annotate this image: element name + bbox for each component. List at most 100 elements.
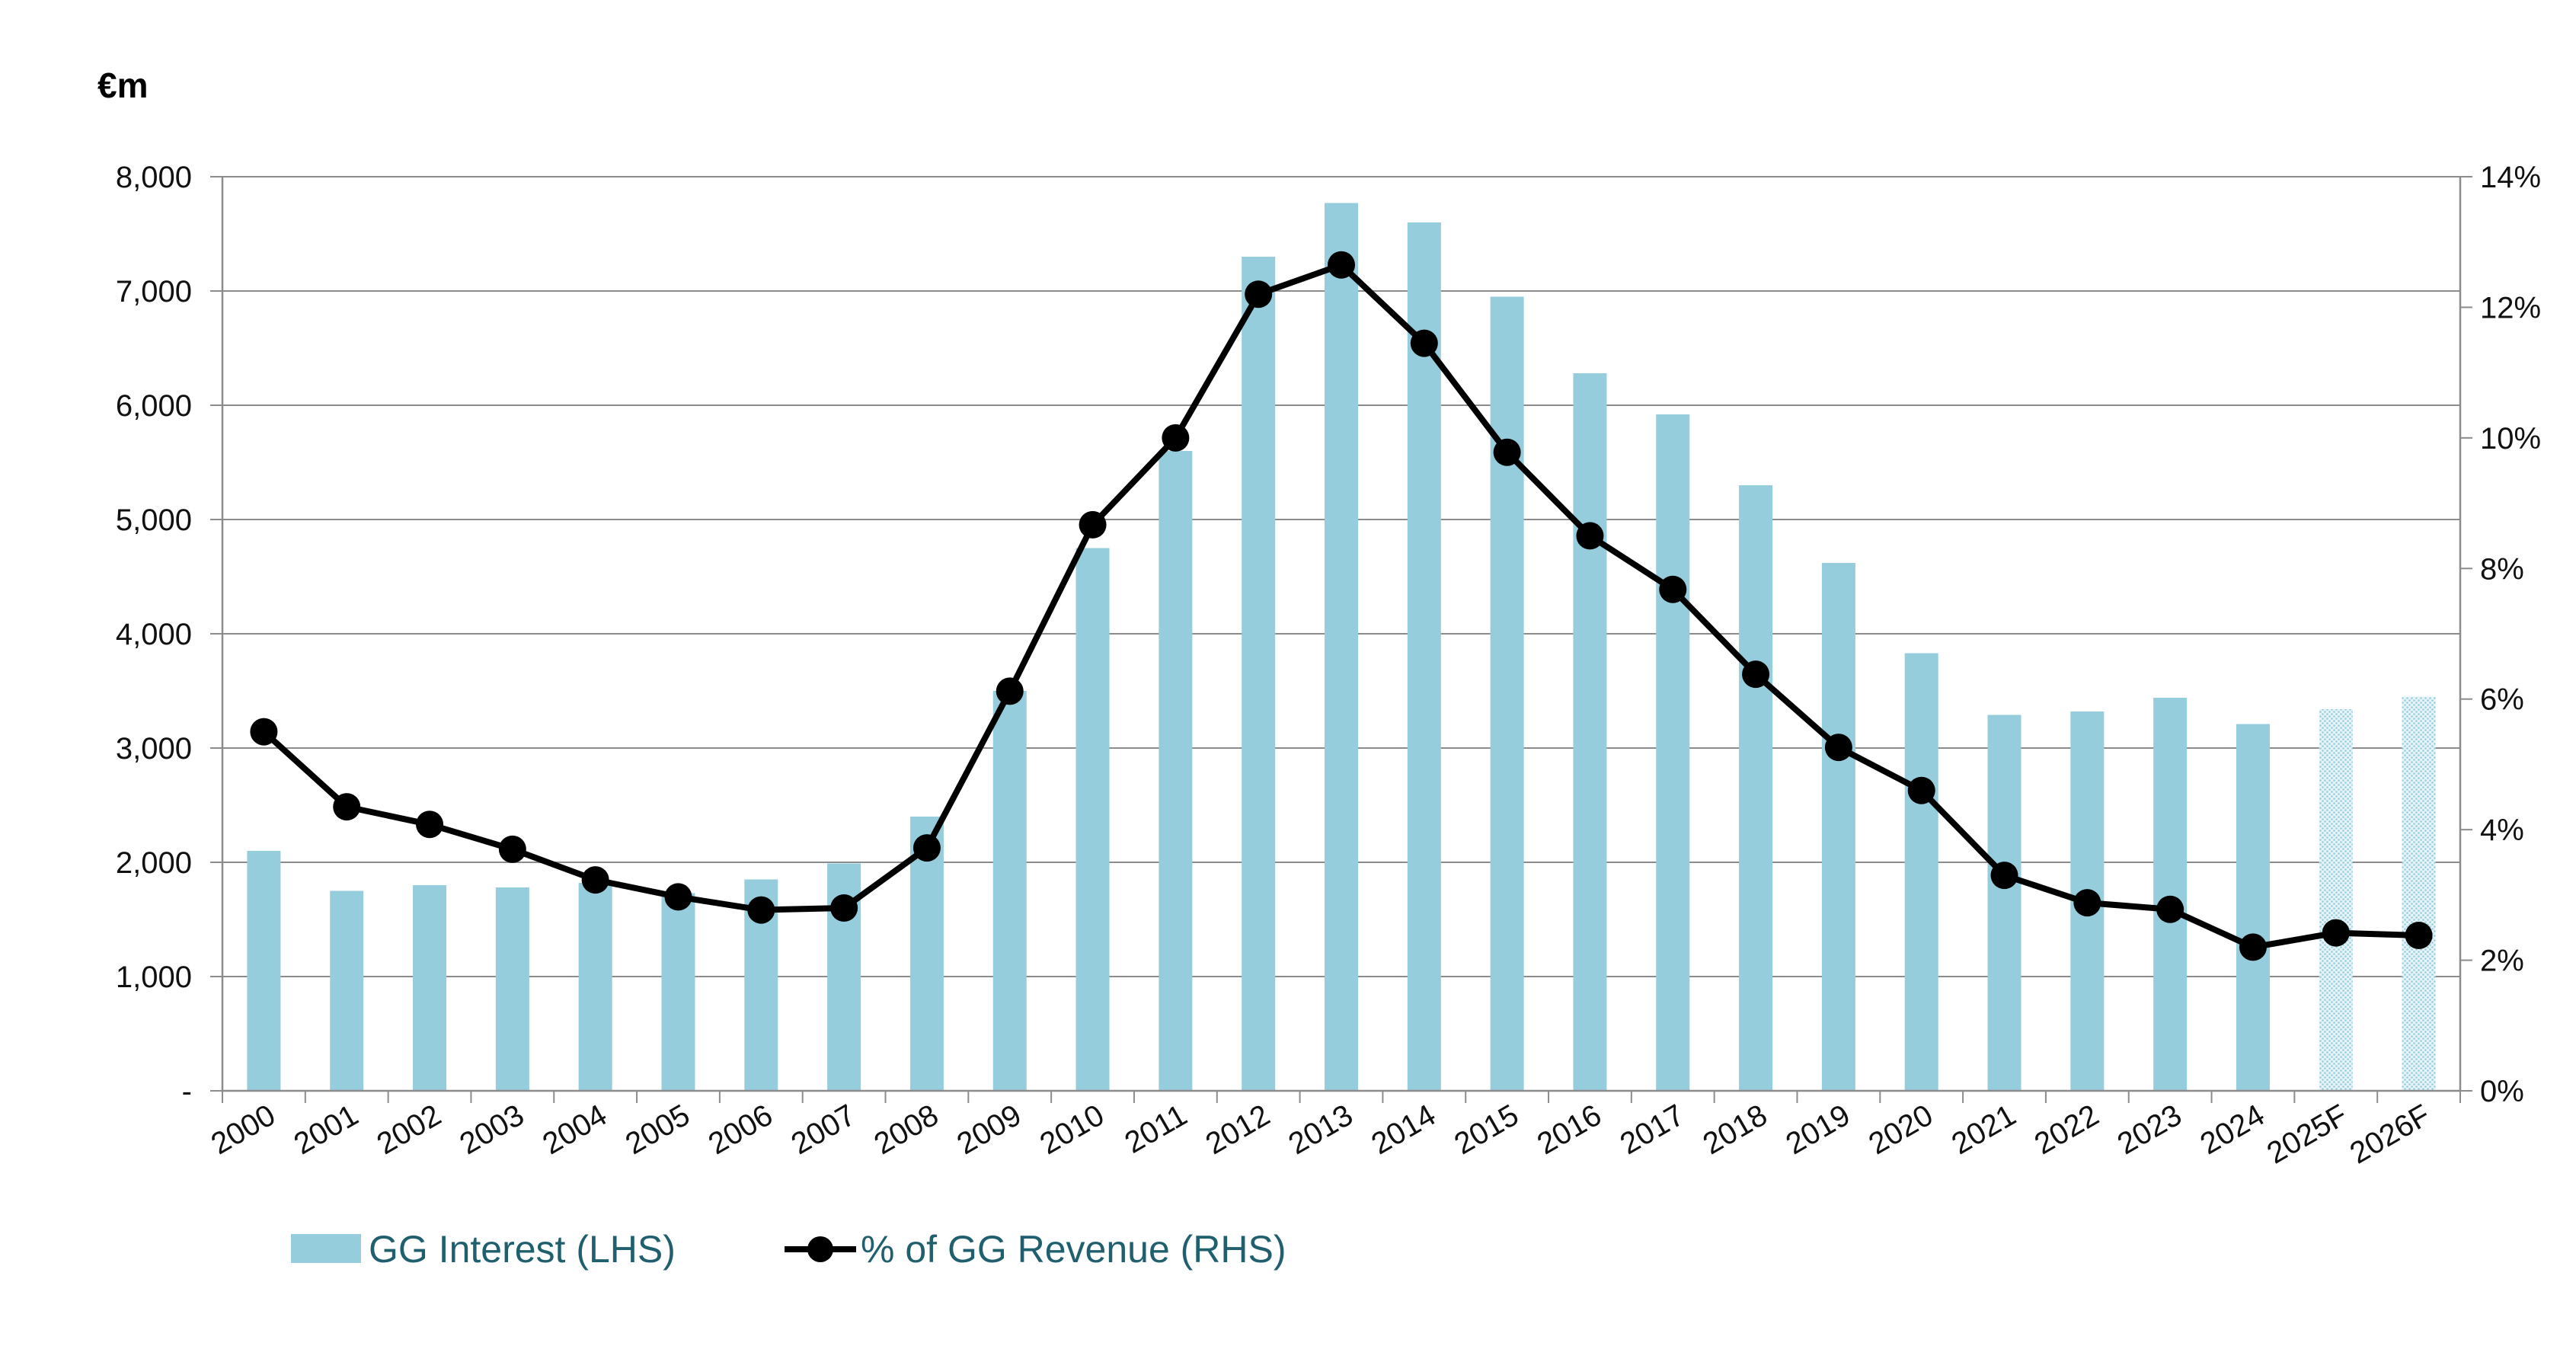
y-right-tick-label: 14% (2480, 161, 2541, 194)
x-tick-label: 2010 (1034, 1098, 1110, 1162)
line-point (416, 810, 444, 839)
line-point (1742, 660, 1770, 689)
line-point (2073, 889, 2101, 917)
bar (1739, 485, 1773, 1091)
x-tick-label: 2013 (1283, 1098, 1358, 1162)
line-point (664, 883, 692, 911)
y-left-tick-label: - (182, 1075, 192, 1108)
line-point (1990, 862, 2018, 890)
legend-line-marker (807, 1236, 833, 1262)
line-point (250, 718, 278, 746)
x-tick-label: 2021 (1946, 1098, 2021, 1162)
bar (661, 893, 695, 1091)
x-tick-label: 2005 (620, 1098, 695, 1162)
bar (1821, 563, 1855, 1091)
x-tick-label: 2002 (371, 1098, 446, 1162)
line-point (830, 894, 858, 922)
legend: GG Interest (LHS) % of GG Revenue (RHS) (291, 1228, 1286, 1271)
x-tick-label: 2016 (1532, 1098, 1607, 1162)
x-tick-label: 2004 (537, 1098, 612, 1162)
bar (247, 851, 281, 1091)
bar-forecast (2402, 696, 2436, 1091)
bar (992, 691, 1027, 1091)
y-right-tick-label: 2% (2480, 945, 2524, 978)
line-point (333, 793, 361, 821)
bar (578, 883, 612, 1091)
y-left-tick-label: 5,000 (116, 504, 192, 537)
bar (909, 817, 944, 1091)
x-tick-label: 2003 (454, 1098, 529, 1162)
bar (1407, 222, 1441, 1091)
line-point (1079, 510, 1107, 539)
line-point (1659, 575, 1687, 603)
bar (2236, 724, 2270, 1091)
bar (1075, 548, 1110, 1091)
line-point (2156, 895, 2184, 923)
line-point (2405, 922, 2433, 949)
bar-series (247, 203, 2436, 1091)
x-tick-label: 2025F (2261, 1098, 2353, 1171)
x-tick-label: 2008 (868, 1098, 944, 1162)
x-tick-label: 2019 (1780, 1098, 1855, 1162)
y-right-tick-label: 6% (2480, 683, 2524, 717)
x-tick-label: 2009 (951, 1098, 1027, 1162)
bar (1490, 296, 1524, 1091)
y-left-tick-label: 2,000 (116, 846, 192, 880)
y-left-tick-label: 1,000 (116, 961, 192, 994)
bar (413, 885, 447, 1091)
x-tick-label: 2022 (2029, 1098, 2105, 1162)
legend-bar-swatch (291, 1234, 361, 1263)
bar (1573, 373, 1607, 1091)
y-right-tick-label: 12% (2480, 291, 2541, 325)
y-left-tick-label: 3,000 (116, 732, 192, 766)
x-tick-label: 2006 (703, 1098, 778, 1162)
x-tick-label: 2011 (1119, 1098, 1192, 1160)
x-tick-label: 2023 (2112, 1098, 2188, 1162)
legend-line-label: % of GG Revenue (RHS) (861, 1228, 1286, 1271)
line-point (1328, 251, 1355, 279)
line-point (747, 896, 775, 924)
bar (495, 887, 529, 1091)
x-tick-label: 2015 (1449, 1098, 1524, 1162)
bar (2153, 698, 2188, 1091)
line-point (1493, 438, 1521, 466)
y-left-tick-label: 4,000 (116, 618, 192, 651)
y-left-tick-label: 6,000 (116, 389, 192, 423)
y-right-tick-label: 8% (2480, 552, 2524, 586)
bar (1325, 203, 1358, 1091)
legend-bar-label: GG Interest (LHS) (369, 1228, 676, 1271)
x-tick-label: 2007 (786, 1098, 861, 1162)
line-point (1824, 734, 1852, 762)
line-point (1410, 329, 1438, 357)
line-point (1576, 522, 1604, 550)
bar (1904, 653, 1938, 1091)
line-point (1245, 280, 1273, 309)
y-left-tick-label: 7,000 (116, 275, 192, 309)
x-tick-label: 2001 (289, 1098, 364, 1162)
bar (1987, 715, 2021, 1091)
axes (210, 176, 2472, 1103)
x-tick-label: 2017 (1615, 1098, 1690, 1162)
x-tick-label: 2012 (1200, 1098, 1276, 1162)
line-point (2322, 919, 2350, 947)
bar (330, 890, 364, 1091)
line-point (498, 835, 526, 863)
y-right-tick-label: 0% (2480, 1075, 2524, 1108)
y-right-tick-label: 10% (2480, 422, 2541, 456)
line-point (912, 834, 941, 862)
bar (1656, 414, 1690, 1091)
line-series (250, 251, 2433, 961)
y-left-tick-label: 8,000 (116, 161, 192, 194)
x-tick-label: 2014 (1366, 1098, 1441, 1162)
y-right-tick-label: 4% (2480, 814, 2524, 847)
x-tick-label: 2026F (2344, 1098, 2436, 1171)
x-tick-label: 2000 (206, 1098, 281, 1162)
line-point (1162, 424, 1190, 452)
line-point (1907, 776, 1935, 804)
bar (1159, 451, 1193, 1091)
unit-label: €m (97, 66, 148, 105)
line-point (996, 677, 1024, 705)
x-tick-label: 2018 (1698, 1098, 1773, 1162)
